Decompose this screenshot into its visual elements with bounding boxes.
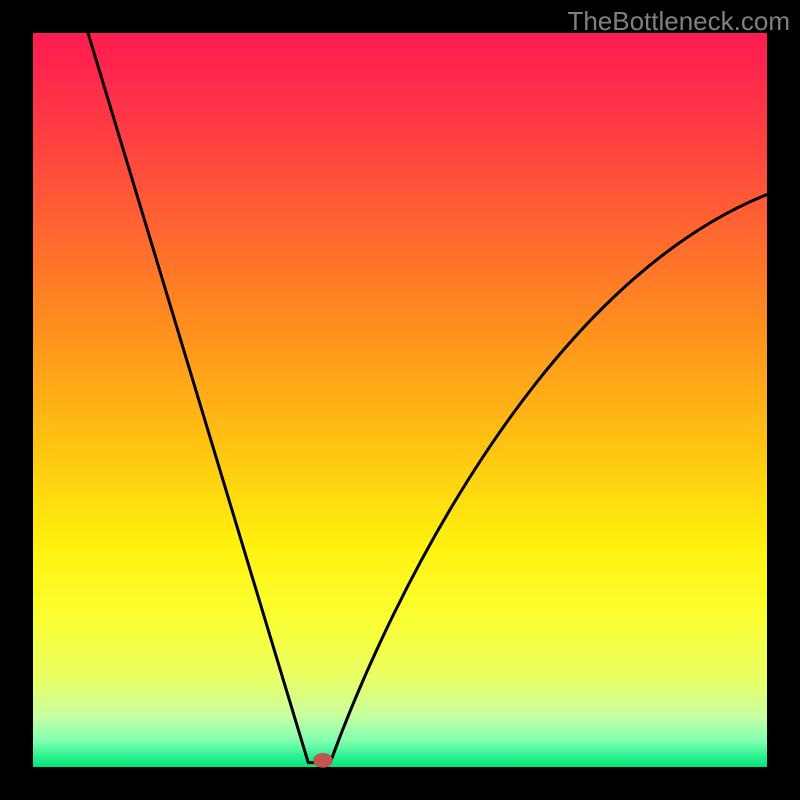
watermark-text: TheBottleneck.com [567,6,790,37]
plot-area [33,33,767,767]
chart-container: TheBottleneck.com [0,0,800,800]
